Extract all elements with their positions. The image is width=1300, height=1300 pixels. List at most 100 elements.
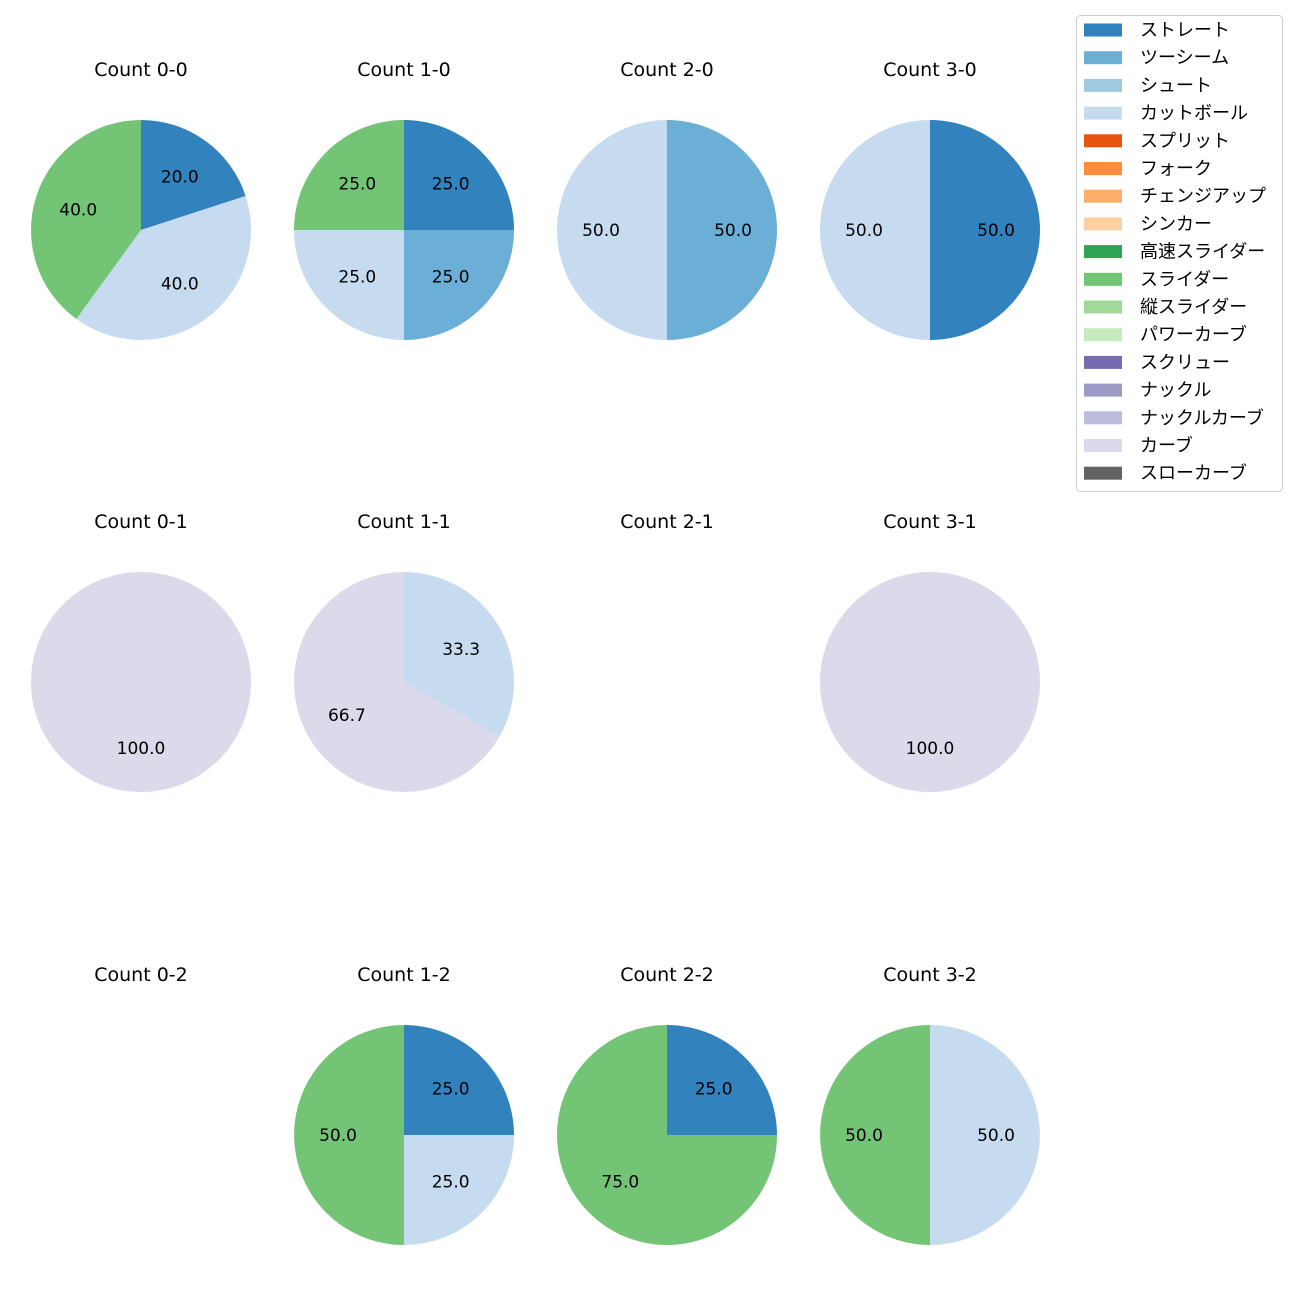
pie-value-label: 20.0 [161,168,199,188]
pie-slice-e382abe383bce38396 [820,572,1040,792]
pie-title: Count 1-2 [357,964,451,986]
pie-title: Count 1-0 [357,59,451,81]
pie-value-label: 50.0 [977,221,1015,241]
pie-slice-e382b9e383a9e382a4e38380e383bc [294,1025,404,1245]
legend-label-7: シンカー [1140,214,1212,235]
pie-title: Count 2-2 [620,964,714,986]
legend-label-5: フォーク [1140,159,1212,180]
pie-11: Count 3-2 50.0 50.0 [820,964,1040,1245]
pie-value-label: 50.0 [319,1126,357,1146]
pie-value-label: 25.0 [432,1173,470,1193]
pie-10: Count 2-2 25.0 75.0 [557,964,777,1245]
pie-slice-e382b9e38388e383ace383bce38388 [141,120,246,230]
pie-value-label: 25.0 [338,268,376,288]
pie-value-label: 25.0 [338,174,376,194]
legend-swatch-4 [1084,134,1122,148]
pie-title: Count 2-1 [620,511,714,533]
pie-slice-e382b9e38388e383ace383bce38388 [930,120,1040,340]
pie-slice-e382abe38383e38388e3839ce383bce383ab [76,196,251,341]
pie-title: Count 0-1 [94,511,188,533]
pie-value-label: 50.0 [582,221,620,241]
pie-9: Count 1-2 25.0 25.0 50.0 [294,964,514,1245]
legend-label-4: スプリット [1140,131,1230,152]
pie-slice-e382abe38383e38388e3839ce383bce383ab [557,120,667,340]
pie-slice-e38384e383bce382b7e383bce383a0 [404,230,514,340]
legend-swatch-9 [1084,272,1122,286]
pie-0: Count 0-0 20.0 40.0 40.0 [30,59,251,341]
pie-slice-e382b9e38388e383ace383bce38388 [404,1025,514,1135]
legend-swatch-2 [1084,78,1122,92]
pie-title: Count 3-0 [883,59,977,81]
pie-title: Count 0-0 [94,59,188,81]
legend-frame [1076,15,1283,492]
pie-value-label: 33.3 [442,640,480,660]
legend-label-2: シュート [1140,75,1212,96]
pie-value-label: 75.0 [601,1173,639,1193]
legend-swatch-5 [1084,162,1122,175]
legend-label-13: ナックル [1140,380,1211,401]
legend-swatch-0 [1084,23,1122,37]
pie-slice-e382abe38383e38388e3839ce383bce383ab [404,1135,514,1245]
pie-2: Count 2-0 50.0 50.0 [557,59,777,340]
pie-value-label: 50.0 [977,1126,1015,1146]
pie-title: Count 2-0 [620,59,714,81]
legend-swatch-10 [1084,300,1122,314]
pie-value-label: 40.0 [161,274,199,294]
legend-label-3: カットボール [1140,103,1248,124]
pie-slice-e382b9e383a9e382a4e38380e383bc [820,1025,930,1245]
pie-5: Count 1-1 33.3 66.7 [293,511,514,792]
legend-label-9: スライダー [1140,269,1229,290]
legend: ストレートツーシームシュートカットボールスプリットフォークチェンジアップシンカー… [1076,15,1283,492]
legend-swatch-15 [1084,439,1122,452]
pie-slice-e382abe38383e38388e3839ce383bce383ab [820,120,930,340]
legend-label-6: チェンジアップ [1140,186,1266,207]
legend-label-14: ナックルカーブ [1140,407,1264,429]
pie-value-label: 100.0 [117,739,166,759]
legend-swatch-13 [1084,383,1122,397]
legend-label-1: ツーシーム [1140,48,1229,69]
pie-slice-e382abe383bce38396 [293,572,500,792]
pie-value-label: 50.0 [845,1126,883,1146]
legend-swatch-8 [1084,245,1122,259]
legend-label-11: パワーカーブ [1140,324,1247,346]
pie-6: Count 2-1 [620,511,714,533]
legend-label-0: ストレート [1140,20,1230,41]
pie-slice-e382abe38383e38388e3839ce383bce383ab [404,572,514,737]
pie-value-label: 100.0 [906,739,955,759]
pie-value-label: 50.0 [714,221,752,241]
legend-swatch-1 [1084,51,1122,65]
pie-title: Count 3-1 [883,511,977,533]
pie-slice-e382b9e38388e383ace383bce38388 [404,120,514,230]
legend-swatch-3 [1084,106,1122,120]
pie-slice-e38384e383bce382b7e383bce383a0 [667,120,777,340]
pie-value-label: 25.0 [695,1079,733,1099]
pie-slice-e382b9e383a9e382a4e38380e383bc [30,120,141,319]
pie-value-label: 25.0 [432,174,470,194]
pie-value-label: 25.0 [432,1079,470,1099]
pie-slice-e382abe38383e38388e3839ce383bce383ab [930,1025,1040,1245]
legend-label-12: スクリュー [1140,352,1230,373]
legend-label-10: 縦スライダー [1140,297,1247,318]
pies-group: Count 0-0 20.0 40.0 40.0 Count 1-0 25.0 25.0 25… [30,59,1040,1245]
pie-slice-e382abe38383e38388e3839ce383bce383ab [294,230,404,340]
legend-label-8: 高速スライダー [1140,242,1265,263]
pie-7: Count 3-1 100.0 [820,511,1040,792]
pie-slice-e382abe383bce38396 [31,572,251,792]
pie-4: Count 0-1 100.0 [31,511,251,792]
legend-swatch-16 [1084,466,1122,480]
pie-title: Count 0-2 [94,964,188,986]
pie-value-label: 66.7 [328,706,366,726]
pie-1: Count 1-0 25.0 25.0 25.0 25.0 [294,59,514,340]
legend-items: ストレートツーシームシュートカットボールスプリットフォークチェンジアップシンカー… [1084,20,1266,484]
legend-swatch-14 [1084,411,1122,425]
legend-label-15: カーブ [1140,435,1193,457]
pie-title: Count 1-1 [357,511,451,533]
pie-8: Count 0-2 [94,964,188,986]
pie-value-label: 50.0 [845,221,883,241]
pie-3: Count 3-0 50.0 50.0 [820,59,1040,340]
pie-value-label: 40.0 [59,201,97,221]
pie-slice-e382b9e38388e383ace383bce38388 [667,1025,777,1135]
pie-slice-e382b9e383a9e382a4e38380e383bc [294,120,404,230]
legend-swatch-11 [1084,328,1122,342]
